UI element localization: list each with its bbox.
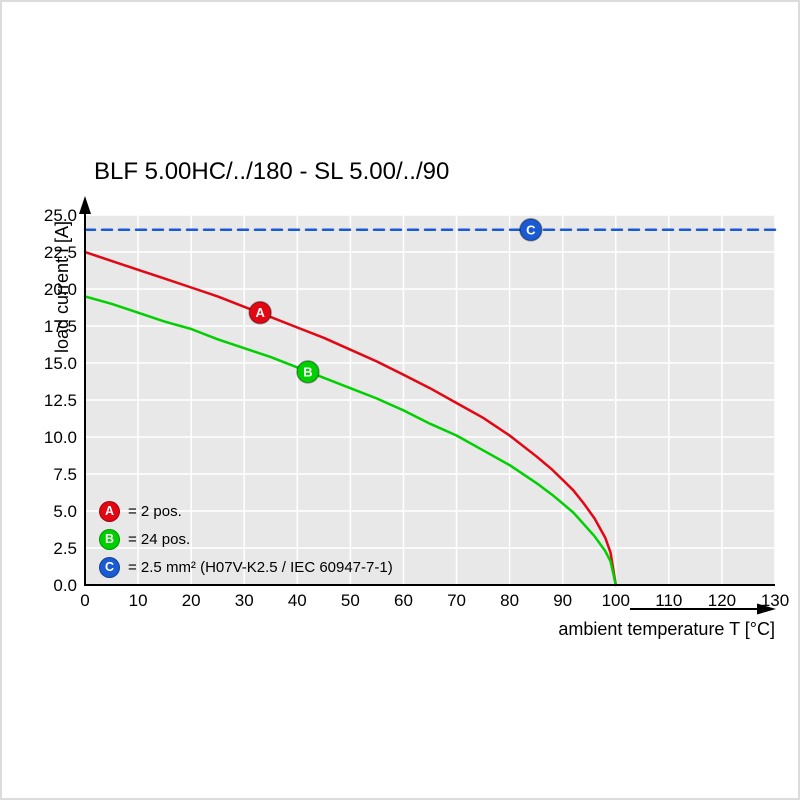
y-tick-label: 20.0 <box>44 280 77 299</box>
legend-text-c: = 2.5 mm² (H07V-K2.5 / IEC 60947-7-1) <box>128 558 393 576</box>
legend-row-b: B = 24 pos. <box>99 528 393 550</box>
x-tick-label: 50 <box>341 591 360 610</box>
x-tick-label: 10 <box>129 591 148 610</box>
y-axis-arrow <box>79 196 91 214</box>
legend-row-a: A = 2 pos. <box>99 500 393 522</box>
marker-C <box>519 218 543 242</box>
legend-badge-b: B <box>99 528 120 550</box>
y-tick-label: 17.5 <box>44 317 77 336</box>
y-tick-label: 2.5 <box>53 539 77 558</box>
x-tick-label: 0 <box>80 591 89 610</box>
y-tick-label: 0.0 <box>53 576 77 595</box>
y-tick-label: 12.5 <box>44 391 77 410</box>
x-tick-label: 100 <box>602 591 630 610</box>
y-tick-label: 10.0 <box>44 428 77 447</box>
legend-text-a: = 2 pos. <box>128 502 182 520</box>
y-tick-label: 5.0 <box>53 502 77 521</box>
marker-B <box>296 360 320 384</box>
x-tick-label: 120 <box>708 591 736 610</box>
x-axis-arrow-head <box>757 603 776 615</box>
x-tick-label: 70 <box>447 591 466 610</box>
x-axis-label: ambient temperature T [°C] <box>558 619 775 639</box>
legend: A = 2 pos. B = 24 pos. C = 2.5 mm² (H07V… <box>99 500 393 584</box>
x-tick-label: 130 <box>761 591 789 610</box>
x-tick-label: 80 <box>500 591 519 610</box>
x-tick-label: 30 <box>235 591 254 610</box>
legend-badge-c: C <box>99 556 120 578</box>
y-tick-label: 7.5 <box>53 465 77 484</box>
x-tick-label: 40 <box>288 591 307 610</box>
x-tick-label: 20 <box>182 591 201 610</box>
marker-C-letter: C <box>526 222 536 237</box>
chart-title: BLF 5.00HC/../180 - SL 5.00/../90 <box>94 158 450 185</box>
y-tick-label: 22.5 <box>44 243 77 262</box>
series-B-curve <box>83 295 618 587</box>
x-tick-label: 90 <box>553 591 572 610</box>
legend-badge-a: A <box>99 500 120 522</box>
marker-A <box>248 300 272 325</box>
marker-A-letter: A <box>255 305 265 320</box>
series-A-curve <box>83 250 618 587</box>
y-tick-label: 15.0 <box>44 354 77 373</box>
legend-text-b: = 24 pos. <box>128 530 191 548</box>
marker-B-letter: B <box>303 364 312 379</box>
x-tick-label: 60 <box>394 591 413 610</box>
legend-row-c: C = 2.5 mm² (H07V-K2.5 / IEC 60947-7-1) <box>99 556 393 578</box>
y-tick-label: 25.0 <box>44 206 77 225</box>
x-tick-label: 110 <box>655 591 682 610</box>
y-axis-label: load current I [A] <box>52 220 72 354</box>
